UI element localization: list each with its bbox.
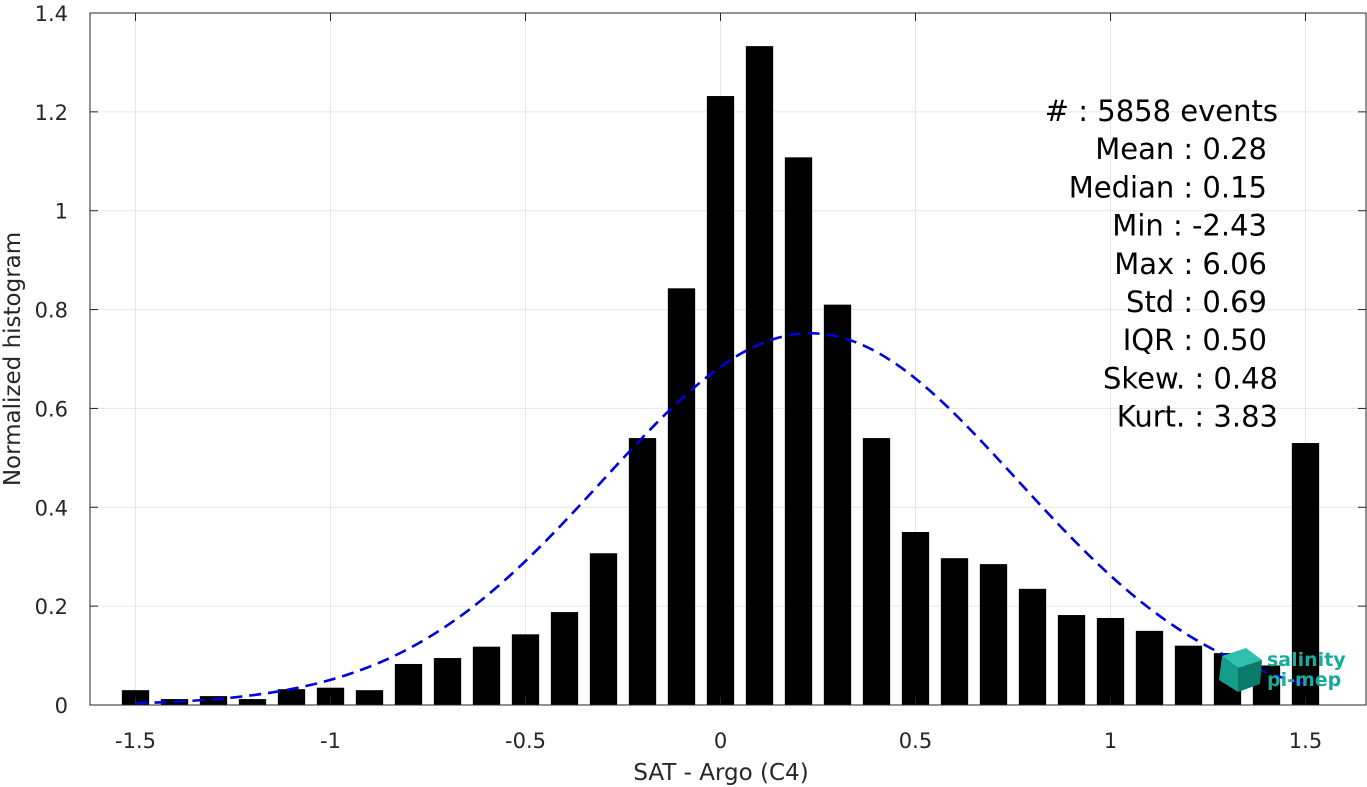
- histogram-bar: [1291, 443, 1320, 705]
- histogram-bar: [238, 699, 267, 705]
- x-tick-label: 0.5: [899, 729, 932, 753]
- histogram-bar: [355, 690, 384, 705]
- y-tick-label: 0.2: [35, 595, 68, 619]
- y-tick-label: 1.2: [35, 101, 68, 125]
- x-tick-label: -1: [320, 729, 341, 753]
- histogram-bar: [1135, 630, 1164, 705]
- stat-line: Skew. : 0.48: [1103, 361, 1278, 395]
- stat-line: Min : -2.43: [1112, 209, 1267, 243]
- histogram-bar: [589, 553, 618, 705]
- histogram-bar: [433, 658, 462, 705]
- histogram-bar: [511, 634, 540, 705]
- stat-line: # : 5858 events: [1045, 94, 1278, 128]
- stat-line: Kurt. : 3.83: [1117, 400, 1278, 434]
- histogram-bar: [940, 558, 969, 705]
- histogram-bar: [706, 96, 735, 706]
- histogram-bar: [550, 612, 579, 705]
- axis-ticks: -1.5 -1 -0.5 0 0.5 1 1.5 0 0.2 0.4 0.6 0.8 1 1.2 1.4: [35, 2, 1366, 753]
- logo-line2: pi-mep: [1267, 669, 1341, 691]
- x-tick-label: 1: [1104, 729, 1117, 753]
- histogram-bar: [1096, 618, 1125, 705]
- stat-line: IQR : 0.50: [1123, 323, 1267, 357]
- histogram-bar: [1057, 615, 1086, 705]
- y-tick-label: 0.6: [35, 397, 68, 421]
- y-axis-label: Normalized histogram: [0, 232, 26, 486]
- histogram-bar: [394, 663, 423, 705]
- histogram-bar: [1018, 588, 1047, 705]
- x-tick-label: 1.5: [1289, 729, 1322, 753]
- histogram-bar: [199, 696, 228, 705]
- x-tick-label: -0.5: [505, 729, 546, 753]
- histogram-bar: [901, 532, 930, 705]
- histogram-bar: [667, 288, 696, 705]
- histogram-bar: [979, 564, 1008, 705]
- plot-box: [89, 12, 1367, 706]
- histogram-bar: [823, 304, 852, 705]
- bars: [121, 46, 1320, 706]
- stat-line: Mean : 0.28: [1095, 132, 1267, 166]
- histogram-bar: [316, 687, 345, 705]
- y-tick-label: 1.4: [35, 2, 68, 26]
- y-tick-label: 0.4: [35, 496, 68, 520]
- histogram-bar: [1174, 645, 1203, 705]
- stat-line: Std : 0.69: [1126, 285, 1267, 319]
- histogram-bar: [628, 438, 657, 705]
- histogram-bar: [862, 438, 891, 705]
- histogram-bar: [472, 646, 501, 705]
- gaussian-fit-curve: [135, 332, 1306, 705]
- x-tick-label: 0: [714, 729, 727, 753]
- y-tick-label: 0: [55, 694, 68, 718]
- stat-line: Max : 6.06: [1114, 247, 1267, 281]
- x-tick-label: -1.5: [115, 729, 156, 753]
- y-tick-label: 0.8: [35, 299, 68, 323]
- histogram-bar: [784, 157, 813, 705]
- y-tick-label: 1: [55, 200, 68, 224]
- logo-line1: salinity: [1267, 649, 1346, 671]
- histogram-bar: [277, 689, 306, 705]
- stats-box: # : 5858 events Mean : 0.28 Median : 0.15 M…: [1045, 94, 1278, 434]
- salinity-pimep-logo: salinity pi-mep: [1219, 648, 1346, 692]
- x-axis-label: SAT - Argo (C4): [633, 760, 808, 786]
- stat-line: Median : 0.15: [1069, 170, 1267, 204]
- cube-logo-icon: [1219, 648, 1262, 692]
- histogram-bar: [745, 46, 774, 706]
